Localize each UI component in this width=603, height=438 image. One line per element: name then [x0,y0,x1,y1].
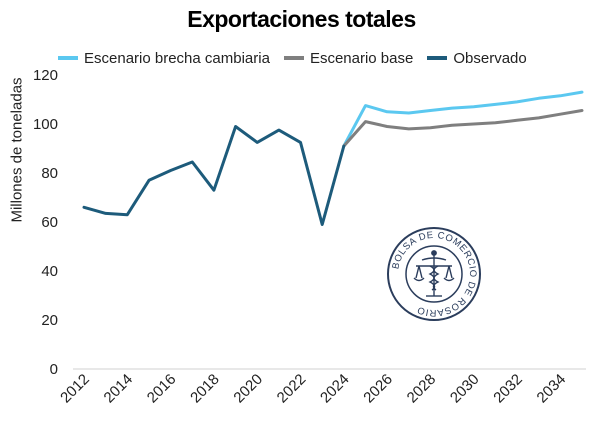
x-tick-label: 2020 [230,371,266,407]
y-tick-label: 60 [41,214,58,231]
x-tick-label: 2028 [404,371,440,407]
bcr-seal-watermark: BOLSA DE COMERCIO DE ROSARIO [387,227,481,321]
x-tick-label: 2030 [447,371,483,407]
series-line [82,125,346,226]
x-tick-label: 2014 [101,371,137,407]
legend-swatch [427,56,448,60]
x-tick-label: 2018 [187,371,223,407]
series-line [342,90,584,148]
y-tick-labels: 0 20 40 60 80 100 120 [33,67,58,378]
legend-label: Escenario base [309,49,414,67]
y-tick-label: 80 [41,165,58,182]
x-tick-label: 2012 [57,371,93,407]
x-tick-label: 2034 [534,371,570,407]
chart-title: Exportaciones totales [187,6,416,32]
y-tick-label: 0 [50,361,58,378]
y-axis-label: Millones de toneladas [8,77,26,223]
legend-item: Observado [427,49,527,67]
x-tick-label: 2026 [360,371,396,407]
x-tick-label: 2022 [274,371,310,407]
x-tick-labels: 2012 2014 2016 2018 2020 2022 2024 2026 2028 2030… [57,371,569,407]
legend-swatch [58,56,78,60]
y-tick-label: 100 [33,116,58,133]
y-tick-label: 40 [41,263,58,280]
legend-label: Observado [453,49,527,67]
y-tick-label: 120 [33,67,58,84]
x-tick-label: 2016 [144,371,180,407]
legend: Escenario brecha cambiaria Escenario base… [58,48,541,68]
legend-swatch [283,56,304,60]
y-tick-label: 20 [41,312,58,329]
series-lines [82,90,584,226]
legend-item: Escenario base [283,49,414,67]
x-tick-label: 2024 [317,371,353,407]
legend-item: Escenario brecha cambiaria [58,50,270,67]
series-line [342,109,584,148]
legend-label: Escenario brecha cambiaria [84,49,270,67]
caduceus-scales-seal-icon [413,250,455,297]
x-tick-label: 2032 [490,371,526,407]
